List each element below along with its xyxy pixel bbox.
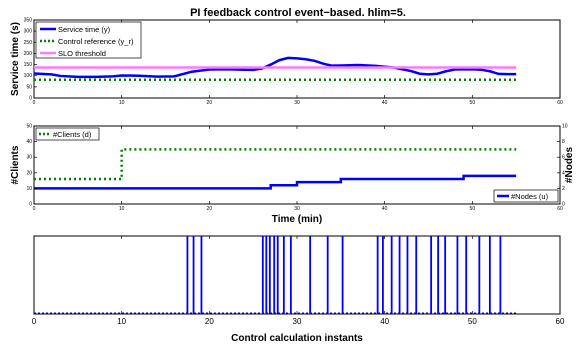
y-tick-label: 150 bbox=[24, 62, 33, 68]
x-tick-label: 50 bbox=[468, 317, 477, 326]
tick-group: 0 10 20 30 40 50 60 0 50 100 150 200 250 300 350 bbox=[24, 18, 563, 107]
y-tick-label: 0 bbox=[29, 202, 32, 208]
figure-title: PI feedback control event−based. hlim=5. bbox=[190, 7, 406, 19]
x-tick-label: 60 bbox=[557, 206, 563, 212]
legend-box bbox=[35, 127, 100, 141]
legend-label-clients: #Clients (d) bbox=[53, 130, 92, 139]
legend-label-control-reference: Control reference (y_r) bbox=[58, 37, 134, 46]
x-tick-label: 50 bbox=[470, 100, 476, 106]
y-tick-label: 2 bbox=[562, 186, 565, 192]
x-tick-label: 30 bbox=[293, 317, 302, 326]
series-line-0 bbox=[33, 56, 517, 79]
y-tick-label: 8 bbox=[562, 139, 565, 145]
x-tick-label: 40 bbox=[382, 100, 388, 106]
x-tick-label: 60 bbox=[557, 100, 563, 106]
x-tick-label: 10 bbox=[119, 206, 125, 212]
y-tick-label: 50 bbox=[26, 124, 32, 130]
x-tick-label: 40 bbox=[380, 317, 389, 326]
y-tick-label: 10 bbox=[562, 124, 568, 130]
x-tick-label: 10 bbox=[117, 317, 126, 326]
x-tick-label: 0 bbox=[33, 100, 36, 106]
service-time-plot: 0 10 20 30 40 50 60 0 50 100 150 200 250 300 350 Servi… bbox=[10, 18, 563, 107]
legend-label-nodes: #Nodes (u) bbox=[511, 192, 549, 201]
x-tick-label: 40 bbox=[382, 206, 388, 212]
y-tick-label: 20 bbox=[26, 170, 32, 176]
legend-clients: #Clients (d) bbox=[35, 127, 100, 141]
y-tick-label: 50 bbox=[26, 84, 32, 90]
y-tick-label: 0 bbox=[29, 96, 32, 102]
plot-frame bbox=[33, 125, 561, 205]
x-tick-label: 20 bbox=[207, 100, 213, 106]
x-tick-label: 20 bbox=[205, 317, 214, 326]
legend-label-slo-threshold: SLO threshold bbox=[58, 49, 106, 58]
y-tick-label: 4 bbox=[562, 170, 565, 176]
y-tick-label: 100 bbox=[24, 73, 33, 79]
y-tick-label: 6 bbox=[562, 155, 565, 161]
x-tick-label: 10 bbox=[119, 100, 125, 106]
y-tick-label: 300 bbox=[24, 29, 33, 35]
series-group bbox=[34, 148, 517, 190]
y-tick-label: 10 bbox=[26, 186, 32, 192]
x-tick-label: 0 bbox=[33, 206, 36, 212]
x-axis-label: Control calculation instants bbox=[231, 333, 363, 344]
y-tick-label: 200 bbox=[24, 51, 33, 57]
x-axis-label: Time (min) bbox=[272, 214, 322, 225]
series-group bbox=[34, 236, 517, 314]
y-tick-label: 40 bbox=[26, 139, 32, 145]
y-tick-label: 0 bbox=[562, 202, 565, 208]
tick-group: 0 10 20 30 40 50 60 bbox=[32, 236, 565, 326]
control-instants-plot: 0 10 20 30 40 50 60 Control calculation instan… bbox=[32, 235, 565, 344]
series-group bbox=[33, 56, 517, 81]
plot-frame bbox=[33, 235, 561, 315]
y-axis-label-right: #Nodes bbox=[564, 147, 575, 184]
y-axis-label: Service time (s) bbox=[10, 22, 21, 96]
series-line-1 bbox=[34, 174, 517, 190]
x-tick-label: 60 bbox=[556, 317, 565, 326]
y-tick-label: 30 bbox=[26, 155, 32, 161]
x-tick-label: 30 bbox=[294, 206, 300, 212]
y-tick-label: 350 bbox=[24, 18, 33, 24]
legend: Service time (y) Control reference (y_r)… bbox=[35, 21, 142, 59]
x-tick-label: 30 bbox=[294, 100, 300, 106]
legend-nodes: #Nodes (u) bbox=[493, 189, 559, 203]
y-axis-label-left: #Clients bbox=[10, 145, 21, 184]
x-tick-label: 20 bbox=[207, 206, 213, 212]
x-tick-label: 50 bbox=[470, 206, 476, 212]
legend-label-service-time: Service time (y) bbox=[58, 25, 111, 34]
x-tick-label: 0 bbox=[32, 317, 37, 326]
y-tick-label: 250 bbox=[24, 40, 33, 46]
legend-box bbox=[493, 189, 559, 203]
